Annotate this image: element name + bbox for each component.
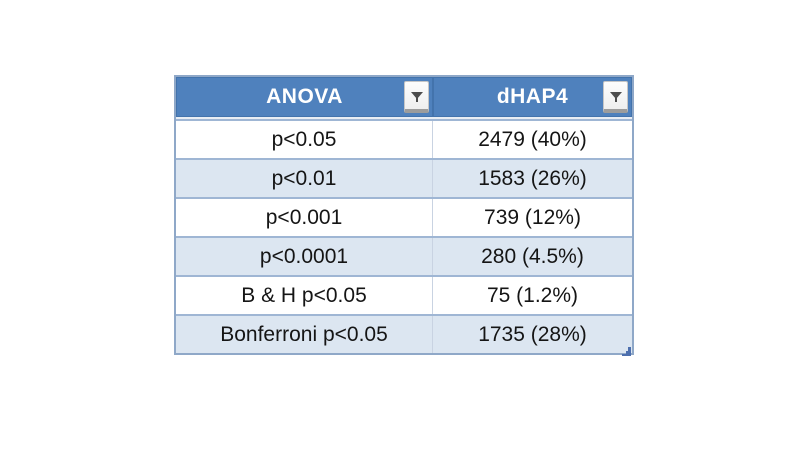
column-header-anova-label: ANOVA [266, 85, 343, 108]
column-header-anova: ANOVA [176, 77, 433, 117]
dhap4-cell: 1583 (26%) [478, 166, 587, 190]
anova-cell: p<0.0001 [176, 238, 433, 275]
anova-cell: p<0.01 [176, 160, 433, 197]
table-row: p<0.001 739 (12%) [176, 197, 632, 236]
table-row: B & H p<0.05 75 (1.2%) [176, 275, 632, 314]
anova-cell: B & H p<0.05 [176, 277, 433, 314]
dhap4-cell: 739 (12%) [484, 205, 581, 229]
anova-cell: Bonferroni p<0.05 [176, 316, 433, 353]
dhap4-cell: 1735 (28%) [478, 322, 587, 346]
column-header-dhap4-label: dHAP4 [496, 85, 569, 108]
dhap4-cell: 75 (1.2%) [486, 283, 579, 307]
table-header-row: ANOVA dHAP4 [176, 77, 632, 119]
dhap4-cell: 2479 (40%) [478, 127, 587, 151]
filter-dropdown-icon [609, 92, 622, 102]
dhap4-cell: 280 (4.5%) [481, 244, 584, 268]
table-row: p<0.05 2479 (40%) [176, 119, 632, 158]
anova-filter-dropdown-button[interactable] [404, 81, 429, 113]
anova-results-table: ANOVA dHAP4 p<0.05 2479 (40%) p<0.01 158… [174, 75, 634, 356]
column-header-dhap4: dHAP4 [433, 77, 632, 117]
resize-handle-icon [622, 347, 631, 356]
table-row: Bonferroni p<0.05 1735 (28%) [176, 314, 632, 353]
table-row: p<0.0001 280 (4.5%) [176, 236, 632, 275]
table-row: p<0.01 1583 (26%) [176, 158, 632, 197]
dhap4-filter-dropdown-button[interactable] [603, 81, 628, 113]
filter-dropdown-icon [410, 92, 423, 102]
anova-cell: p<0.001 [176, 199, 433, 236]
table-resize-handle[interactable] [622, 343, 631, 356]
anova-cell: p<0.05 [176, 121, 433, 158]
